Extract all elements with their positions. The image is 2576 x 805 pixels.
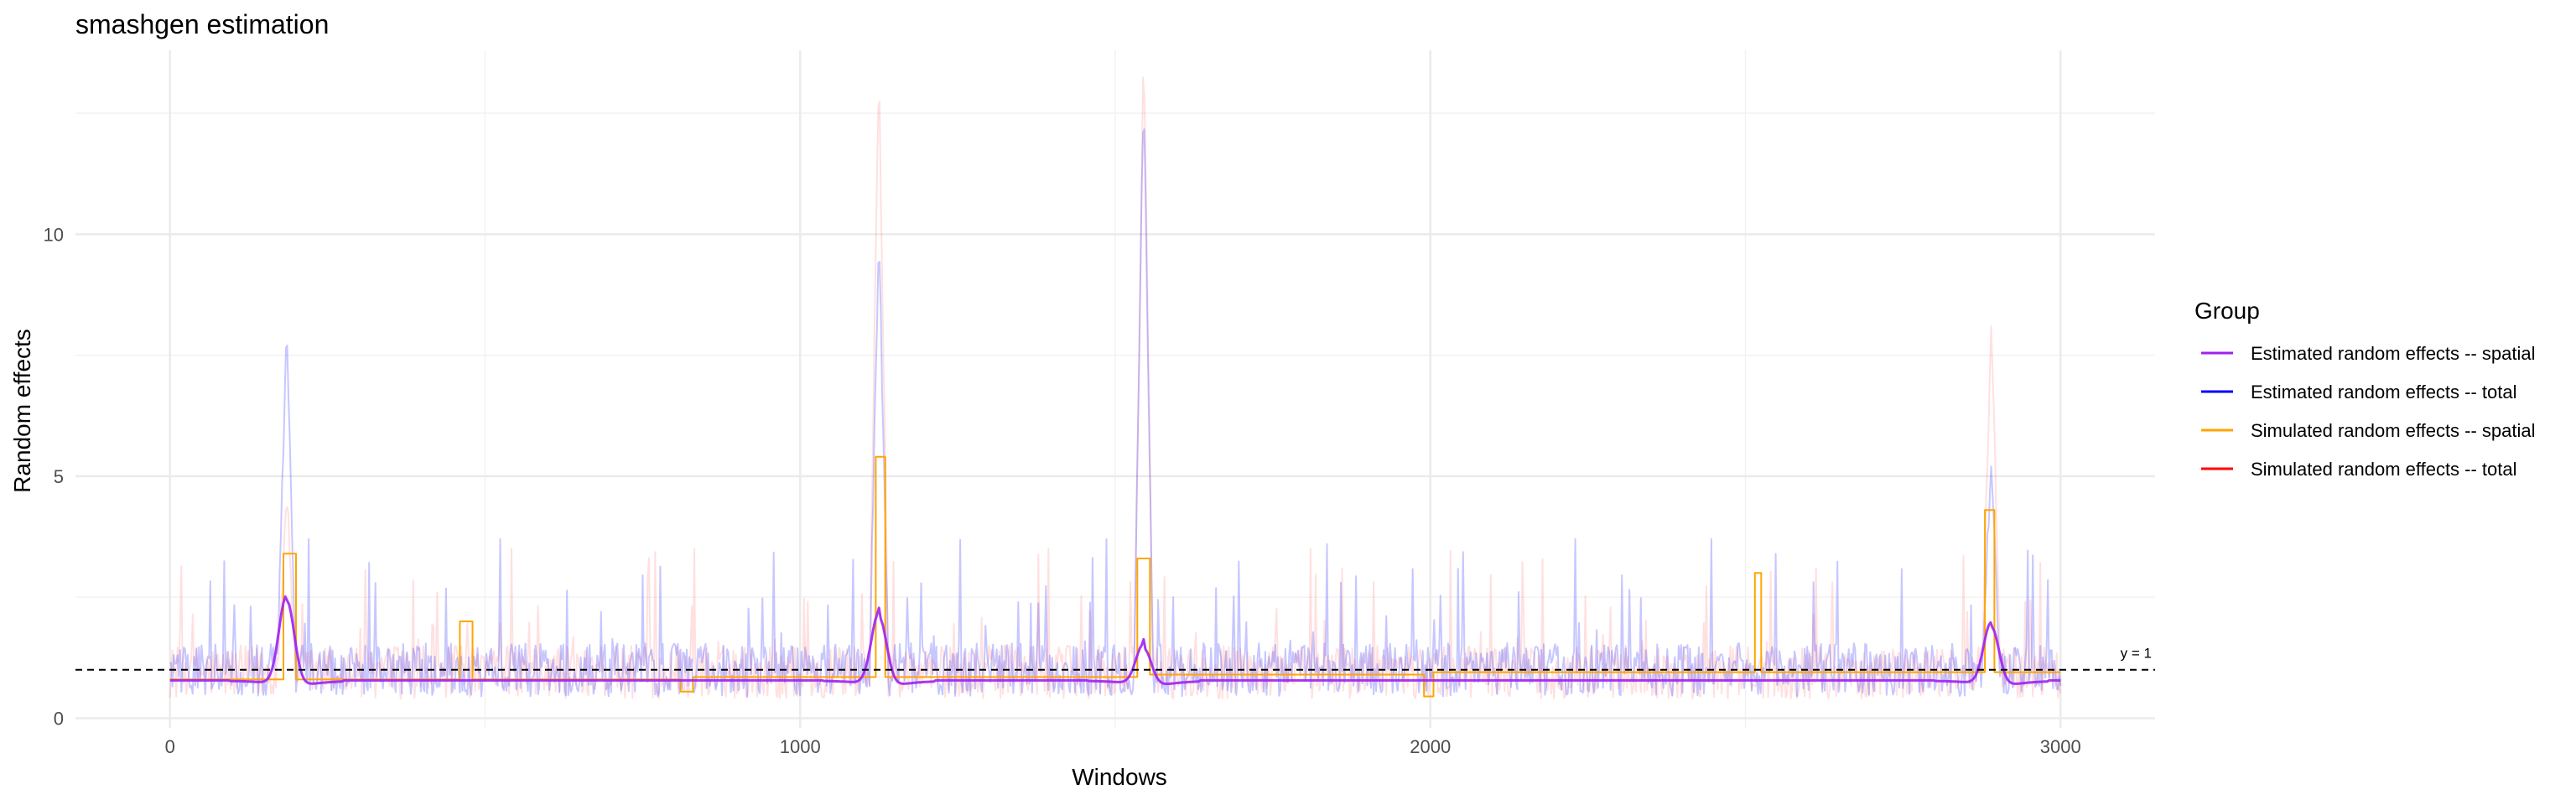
chart-title: smashgen estimation — [75, 9, 329, 39]
x-tick-label: 1000 — [780, 736, 821, 757]
legend-label: Estimated random effects -- spatial — [2251, 343, 2536, 364]
y-tick-label: 10 — [44, 224, 64, 245]
legend: Group Estimated random effects -- spatia… — [2194, 298, 2536, 480]
legend-items: Estimated random effects -- spatial Estim… — [2201, 343, 2536, 480]
y-axis: 0 5 10 — [44, 224, 64, 729]
legend-label: Simulated random effects -- total — [2251, 459, 2517, 480]
grid-minor — [75, 50, 2155, 728]
x-tick-label: 3000 — [2040, 736, 2081, 757]
plot-panel: y = 1 — [75, 50, 2155, 728]
x-axis-title: Windows — [1072, 764, 1167, 790]
series-simulated-spatial — [169, 455, 2061, 698]
y-axis-title: Random effects — [9, 329, 35, 493]
reference-line-label: y = 1 — [2121, 646, 2152, 662]
x-tick-label: 2000 — [1410, 736, 1451, 757]
legend-title: Group — [2194, 298, 2260, 324]
series-estimated-spatial — [169, 595, 2061, 686]
legend-label: Estimated random effects -- total — [2251, 382, 2517, 402]
x-axis: 0 1000 2000 3000 — [165, 736, 2081, 757]
legend-label: Simulated random effects -- spatial — [2251, 420, 2536, 441]
y-tick-label: 5 — [54, 466, 64, 487]
series-layer — [169, 76, 2062, 700]
grid-major — [75, 50, 2155, 728]
x-tick-label: 0 — [165, 736, 175, 757]
y-tick-label: 0 — [54, 708, 64, 729]
